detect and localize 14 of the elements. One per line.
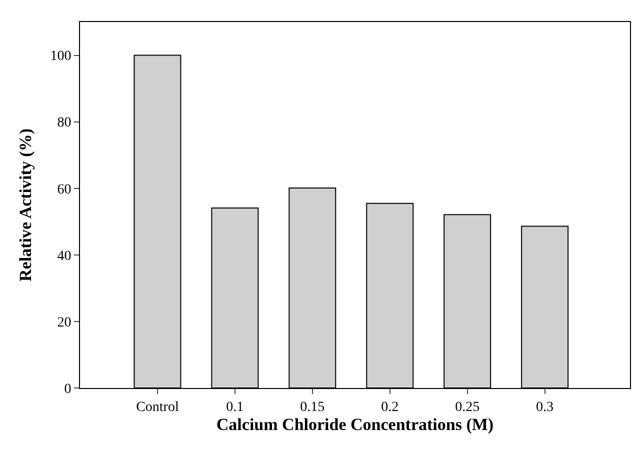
y-tick-label: 20 xyxy=(57,315,72,330)
y-axis-title: Relative Activity (%) xyxy=(16,128,35,282)
x-tick-label: 0.1 xyxy=(226,400,244,415)
y-tick-label: 40 xyxy=(57,248,72,264)
y-tick-label: 100 xyxy=(50,49,72,64)
y-tick-label: 60 xyxy=(57,182,72,198)
x-tick-label: 0.15 xyxy=(300,400,325,415)
x-tick-label: Control xyxy=(136,400,179,415)
y-tick-label: 0 xyxy=(64,382,72,397)
x-axis-title: Calcium Chloride Concentrations (M) xyxy=(216,414,494,434)
x-tick-label: 0.25 xyxy=(455,400,480,415)
x-tick-label: 0.2 xyxy=(381,400,399,415)
x-tick-label: 0.3 xyxy=(536,400,554,415)
y-tick-label: 80 xyxy=(57,116,72,131)
